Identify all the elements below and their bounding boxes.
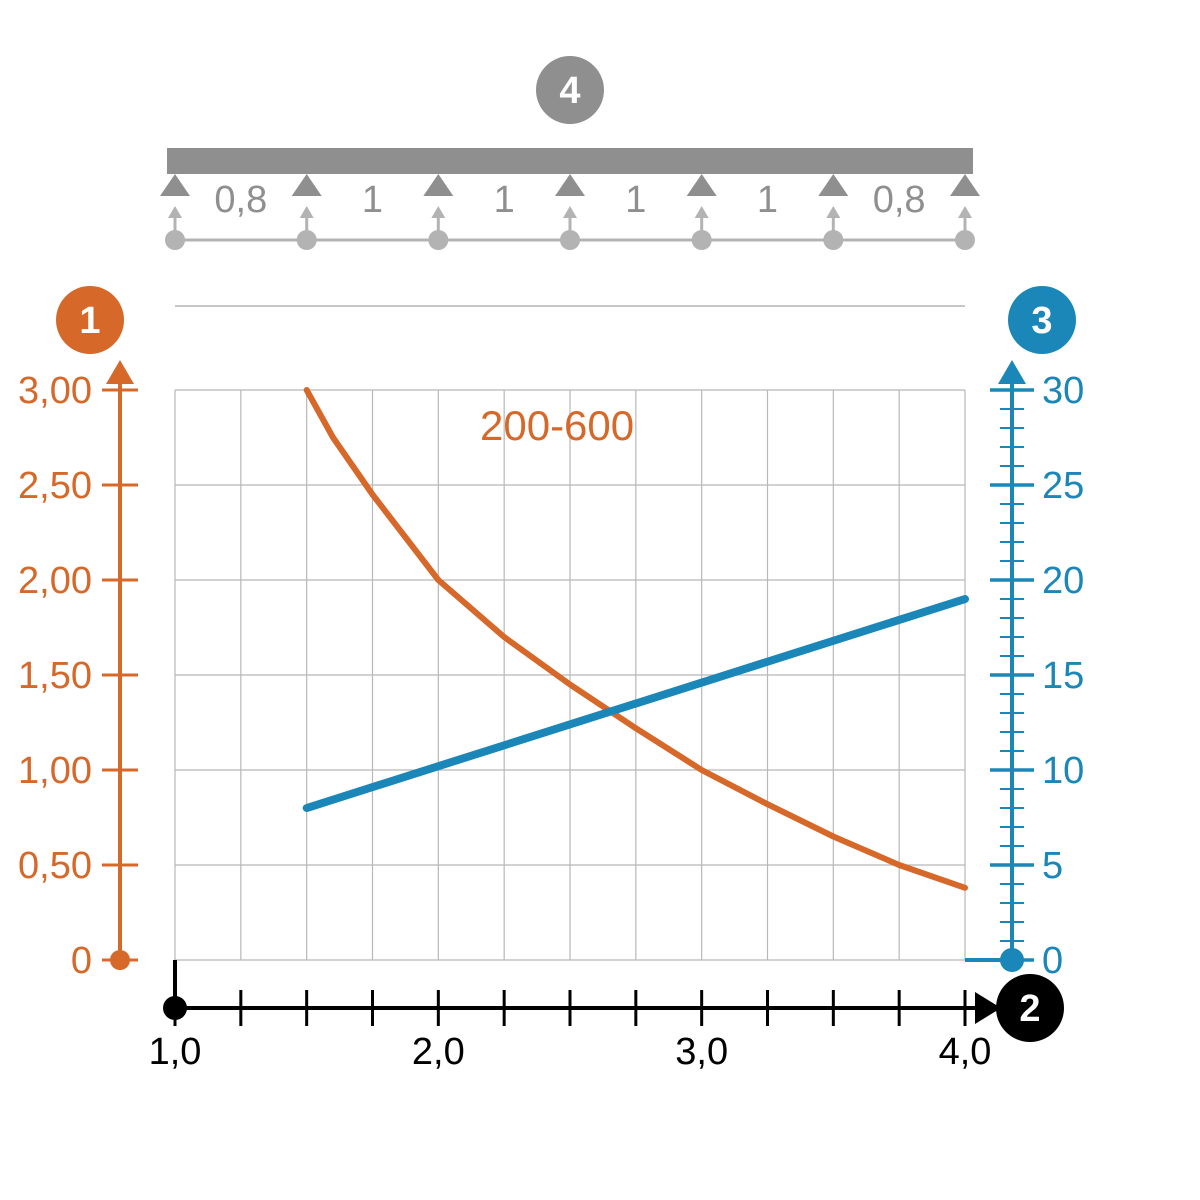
left-tick-label: 3,00: [18, 370, 92, 412]
svg-text:1: 1: [79, 300, 100, 342]
span-label: 1: [494, 179, 515, 221]
right-tick-label: 0: [1042, 940, 1063, 982]
right-tick-label: 5: [1042, 845, 1063, 887]
right-tick-label: 30: [1042, 370, 1084, 412]
bottom-tick-label: 4,0: [939, 1031, 992, 1073]
svg-text:2: 2: [1019, 988, 1040, 1030]
left-tick-label: 1,50: [18, 655, 92, 697]
curve-label: 200-600: [480, 402, 634, 449]
left-tick-label: 0,50: [18, 845, 92, 887]
bottom-tick-label: 1,0: [149, 1031, 202, 1073]
right-tick-label: 20: [1042, 560, 1084, 602]
bottom-tick-label: 3,0: [675, 1031, 728, 1073]
engineering-chart: 40,811110,800,501,001,502,002,503,001051…: [0, 0, 1200, 1200]
left-tick-label: 2,00: [18, 560, 92, 602]
span-label: 0,8: [873, 179, 926, 221]
left-tick-label: 2,50: [18, 465, 92, 507]
left-tick-label: 1,00: [18, 750, 92, 792]
svg-text:3: 3: [1031, 300, 1052, 342]
span-label: 1: [757, 179, 778, 221]
span-label: 1: [362, 179, 383, 221]
right-tick-label: 25: [1042, 465, 1084, 507]
span-label: 0,8: [214, 179, 267, 221]
bottom-tick-label: 2,0: [412, 1031, 465, 1073]
svg-text:4: 4: [559, 70, 580, 112]
right-tick-label: 15: [1042, 655, 1084, 697]
left-tick-label: 0: [71, 940, 92, 982]
span-label: 1: [625, 179, 646, 221]
right-tick-label: 10: [1042, 750, 1084, 792]
